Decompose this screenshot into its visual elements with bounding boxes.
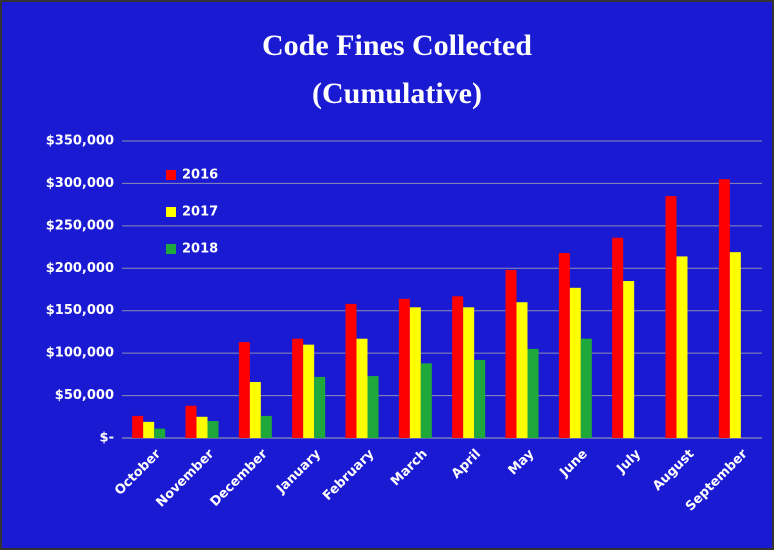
bar bbox=[260, 415, 272, 438]
bar bbox=[623, 281, 635, 438]
bar bbox=[463, 307, 475, 438]
y-tick-label: $- bbox=[100, 431, 114, 446]
bar bbox=[676, 256, 688, 438]
y-tick-label: $250,000 bbox=[46, 218, 114, 233]
chart-title: (Cumulative) bbox=[312, 77, 482, 110]
legend-swatch bbox=[166, 207, 176, 217]
y-tick-label: $50,000 bbox=[55, 388, 114, 403]
bar bbox=[398, 298, 410, 438]
y-tick-label: $150,000 bbox=[46, 303, 114, 318]
y-tick-label: $350,000 bbox=[46, 134, 114, 149]
bar bbox=[420, 363, 432, 438]
bar bbox=[580, 338, 592, 438]
bar bbox=[196, 416, 208, 438]
legend-swatch bbox=[166, 244, 176, 254]
bar bbox=[474, 359, 486, 438]
bar bbox=[516, 302, 528, 438]
bar bbox=[729, 252, 741, 438]
bar bbox=[505, 269, 517, 438]
bar bbox=[665, 196, 677, 438]
bar bbox=[452, 296, 464, 438]
bar bbox=[558, 253, 570, 438]
bar bbox=[612, 237, 624, 438]
legend-label: 2016 bbox=[182, 168, 218, 183]
bar bbox=[345, 303, 357, 438]
bar bbox=[527, 348, 539, 438]
y-tick-label: $100,000 bbox=[46, 346, 114, 361]
bar bbox=[356, 338, 368, 438]
legend-swatch bbox=[166, 170, 176, 180]
bar bbox=[154, 428, 166, 438]
bar bbox=[249, 381, 261, 438]
bar bbox=[132, 415, 144, 438]
y-tick-label: $200,000 bbox=[46, 261, 114, 276]
legend-label: 2018 bbox=[182, 242, 218, 257]
bar bbox=[314, 376, 326, 438]
bar bbox=[303, 344, 315, 438]
bar bbox=[207, 421, 219, 438]
bar bbox=[409, 307, 421, 438]
bar bbox=[143, 421, 155, 438]
bar bbox=[718, 179, 730, 438]
chart-title: Code Fines Collected bbox=[262, 29, 532, 62]
bar bbox=[292, 338, 304, 438]
bar bbox=[367, 376, 379, 438]
bar bbox=[185, 405, 197, 438]
legend-label: 2017 bbox=[182, 205, 218, 220]
bar bbox=[569, 287, 581, 438]
y-tick-label: $300,000 bbox=[46, 176, 114, 191]
bar bbox=[238, 342, 250, 438]
